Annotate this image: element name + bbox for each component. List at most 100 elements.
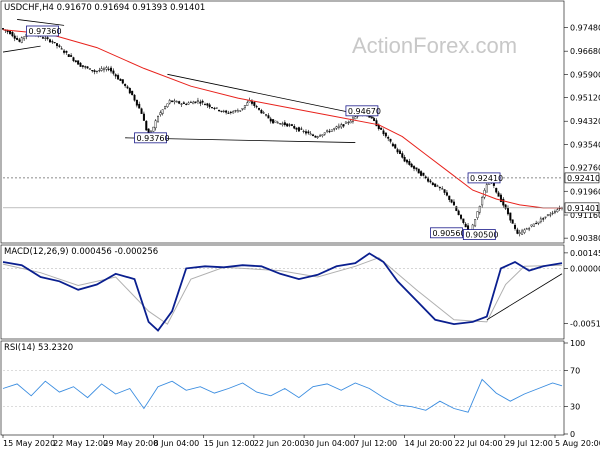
candle-body bbox=[100, 68, 103, 71]
candle-body bbox=[295, 127, 298, 130]
candle-body bbox=[452, 201, 455, 206]
price-annotations: 0.97360 0.93760 0.94670 0.92410 0.90560 0.905… bbox=[26, 25, 600, 240]
candle-body bbox=[218, 109, 221, 112]
candle-body bbox=[321, 134, 324, 137]
candle-body bbox=[255, 106, 258, 108]
rsi-tick-label: 100 bbox=[570, 339, 585, 348]
price-tick-label: 0.91160 bbox=[570, 211, 600, 220]
candle-body bbox=[220, 110, 223, 112]
price-tick-label: 0.93540 bbox=[570, 140, 600, 149]
candle-body bbox=[354, 116, 357, 120]
candle-body bbox=[91, 70, 94, 72]
candle-body bbox=[215, 107, 218, 109]
candle-body bbox=[333, 128, 336, 130]
macd-tick-label: 0.00000 bbox=[570, 264, 600, 273]
candle-body bbox=[260, 110, 263, 114]
candle-body bbox=[234, 110, 237, 112]
candle-body bbox=[319, 135, 322, 137]
candle-body bbox=[72, 57, 75, 61]
early-top-trendline bbox=[17, 19, 65, 26]
candle-body bbox=[427, 178, 430, 182]
candle-body bbox=[258, 107, 261, 110]
candle-body bbox=[65, 50, 68, 53]
macd-panel-title: MACD(12,26,9) 0.000456 -0.000256 bbox=[4, 247, 158, 257]
candle-body bbox=[530, 224, 533, 227]
candle-body bbox=[382, 130, 385, 135]
candle-body bbox=[483, 190, 486, 198]
candle-body bbox=[41, 37, 44, 39]
candle-body bbox=[462, 218, 465, 223]
candle-body bbox=[164, 106, 167, 109]
candle-body bbox=[396, 149, 399, 153]
candle-body bbox=[307, 131, 310, 134]
candle-body bbox=[124, 83, 127, 86]
price-tick-label: 0.95900 bbox=[570, 70, 600, 79]
candle-body bbox=[481, 197, 484, 206]
candle-body bbox=[241, 108, 244, 110]
price-annotation-label: 0.90560 bbox=[432, 229, 465, 238]
candle-body bbox=[535, 223, 538, 225]
candle-body bbox=[394, 144, 397, 149]
candle-body bbox=[110, 67, 113, 72]
candle-body bbox=[56, 43, 59, 46]
candle-body bbox=[23, 36, 26, 40]
candle-body bbox=[405, 159, 408, 163]
candle-body bbox=[98, 70, 101, 72]
candle-body bbox=[504, 204, 507, 209]
candle-body bbox=[11, 32, 14, 37]
candle-body bbox=[302, 130, 305, 132]
candle-body bbox=[180, 103, 183, 105]
candle-body bbox=[389, 138, 392, 142]
candle-body bbox=[391, 143, 394, 147]
candle-body bbox=[93, 70, 96, 72]
candle-body bbox=[314, 135, 317, 138]
price-panel-title: USDCHF,H4 0.91670 0.91694 0.91393 0.9140… bbox=[4, 3, 205, 13]
candle-body bbox=[168, 100, 171, 104]
candle-body bbox=[422, 172, 425, 176]
candle-body bbox=[518, 232, 521, 234]
candle-body bbox=[549, 214, 552, 216]
candle-body bbox=[436, 185, 439, 187]
candle-body bbox=[514, 224, 517, 229]
candle-body bbox=[290, 124, 293, 126]
macd-trendline bbox=[486, 273, 563, 321]
candle-body bbox=[133, 94, 136, 101]
price-tick-label: 0.95120 bbox=[570, 93, 600, 102]
candle-body bbox=[457, 210, 460, 216]
x-tick-label: 30 Jun 04:00 bbox=[304, 439, 355, 448]
candle-body bbox=[114, 74, 117, 77]
candle-body bbox=[347, 122, 350, 124]
candle-body bbox=[337, 125, 340, 128]
candle-body bbox=[384, 132, 387, 137]
candle-body bbox=[48, 39, 51, 43]
macd-line bbox=[2, 252, 563, 332]
candle-body bbox=[9, 31, 12, 35]
candle-body bbox=[281, 123, 284, 125]
x-tick-label: 7 Jul 12:00 bbox=[354, 439, 397, 448]
candle-body bbox=[194, 101, 197, 103]
candle-body bbox=[117, 75, 120, 80]
candle-body bbox=[300, 128, 303, 130]
candle-body bbox=[553, 211, 556, 213]
macd-signal-line bbox=[2, 257, 563, 325]
candle-body bbox=[499, 194, 502, 202]
candle-body bbox=[316, 136, 319, 138]
candle-body bbox=[455, 206, 458, 211]
price-annotation-box bbox=[134, 132, 167, 144]
candle-body bbox=[326, 130, 329, 132]
candle-body bbox=[380, 127, 383, 130]
x-tick-label: 29 Jul 12:00 bbox=[505, 439, 553, 448]
candle-body bbox=[51, 41, 54, 43]
candle-body bbox=[243, 105, 246, 109]
price-annotation-box bbox=[467, 172, 501, 184]
candle-body bbox=[467, 225, 470, 230]
macd-series-group bbox=[2, 252, 563, 332]
candle-body bbox=[537, 221, 540, 224]
x-tick-label: 29 May 20:00 bbox=[103, 439, 158, 448]
price-tick-label: 0.90380 bbox=[570, 234, 600, 243]
candle-body bbox=[18, 39, 21, 42]
candle-body bbox=[335, 126, 338, 129]
rsi-series-group bbox=[2, 378, 563, 413]
candle-body bbox=[544, 216, 547, 218]
current-price-tag-label: 0.91401 bbox=[567, 204, 600, 213]
